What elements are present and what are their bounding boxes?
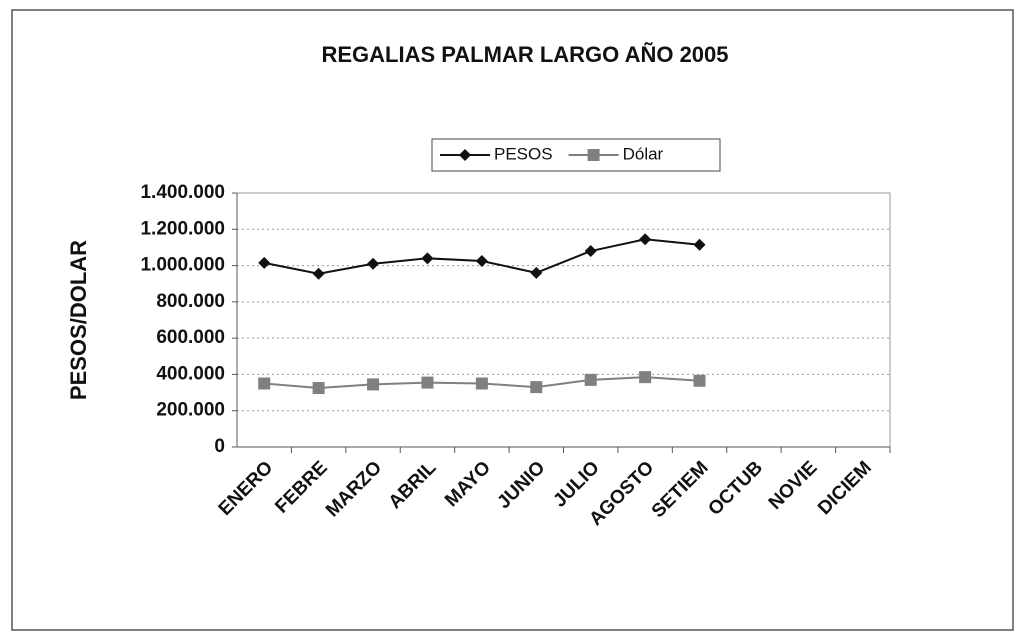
point	[258, 256, 271, 269]
y-tick-label: 1.400.000	[140, 182, 225, 203]
point	[421, 252, 434, 265]
y-tick-label: 0	[214, 436, 225, 457]
point	[530, 266, 543, 279]
point	[693, 374, 706, 387]
y-tick-label: 600.000	[156, 327, 225, 348]
point	[312, 382, 325, 395]
point	[367, 378, 380, 391]
point	[639, 371, 652, 384]
y-tick-label: 200.000	[156, 400, 225, 421]
point	[367, 257, 380, 270]
legend-label: PESOS	[494, 144, 553, 163]
y-tick-label: 1.200.000	[140, 218, 225, 239]
chart-title: REGALIAS PALMAR LARGO AÑO 2005	[321, 42, 728, 67]
point	[258, 377, 271, 390]
y-tick-label: 1.000.000	[140, 255, 225, 276]
point	[584, 373, 597, 386]
point	[693, 238, 706, 251]
point	[639, 233, 652, 246]
point	[312, 267, 325, 280]
chart-frame	[11, 9, 1014, 631]
y-tick-label: 400.000	[156, 363, 225, 384]
point	[475, 255, 488, 268]
y-tick-label: 800.000	[156, 291, 225, 312]
legend-marker	[459, 149, 471, 161]
y-axis-label: PESOS/DOLAR	[66, 240, 91, 400]
point	[421, 376, 434, 389]
point	[530, 381, 543, 394]
legend-marker	[587, 149, 600, 161]
point	[475, 377, 488, 390]
point	[584, 245, 597, 258]
legend-label: Dólar	[623, 144, 664, 163]
